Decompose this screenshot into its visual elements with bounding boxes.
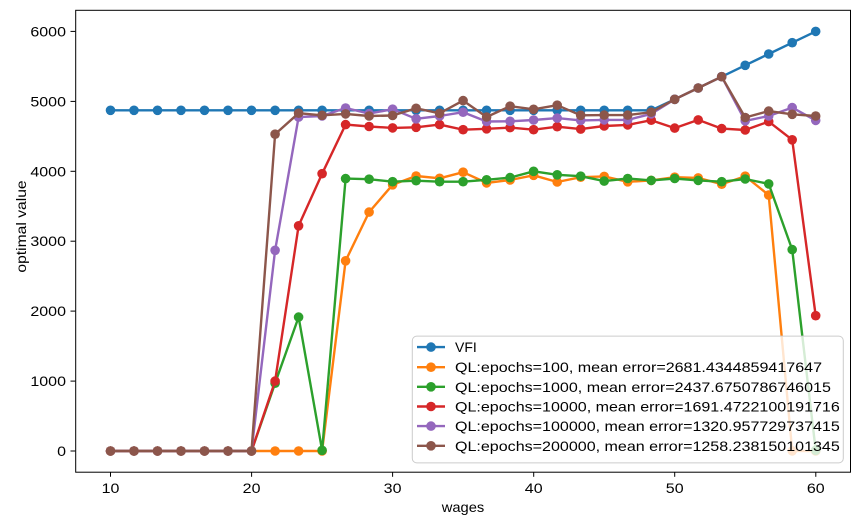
svg-text:0: 0 (57, 443, 66, 459)
svg-text:QL:epochs=1000, mean error=243: QL:epochs=1000, mean error=2437.67507867… (455, 379, 831, 395)
svg-text:50: 50 (666, 480, 684, 496)
svg-text:1000: 1000 (30, 373, 66, 389)
svg-text:30: 30 (384, 480, 402, 496)
svg-text:QL:epochs=200000, mean error=1: QL:epochs=200000, mean error=1258.238150… (455, 438, 840, 454)
svg-text:QL:epochs=10000, mean error=16: QL:epochs=10000, mean error=1691.4722100… (455, 399, 840, 415)
svg-text:QL:epochs=100000, mean error=1: QL:epochs=100000, mean error=1320.957729… (455, 418, 840, 434)
svg-text:wages: wages (441, 499, 485, 515)
svg-text:60: 60 (807, 480, 825, 496)
svg-text:6000: 6000 (30, 23, 66, 39)
svg-text:optimal value: optimal value (13, 180, 29, 273)
svg-text:20: 20 (243, 480, 261, 496)
svg-text:4000: 4000 (30, 163, 66, 179)
svg-text:VFI: VFI (455, 339, 477, 355)
svg-text:QL:epochs=100, mean error=2681: QL:epochs=100, mean error=2681.434485941… (455, 359, 822, 375)
svg-text:3000: 3000 (30, 233, 66, 249)
svg-text:5000: 5000 (30, 93, 66, 109)
svg-text:40: 40 (525, 480, 543, 496)
svg-text:2000: 2000 (30, 303, 66, 319)
svg-text:10: 10 (102, 480, 120, 496)
